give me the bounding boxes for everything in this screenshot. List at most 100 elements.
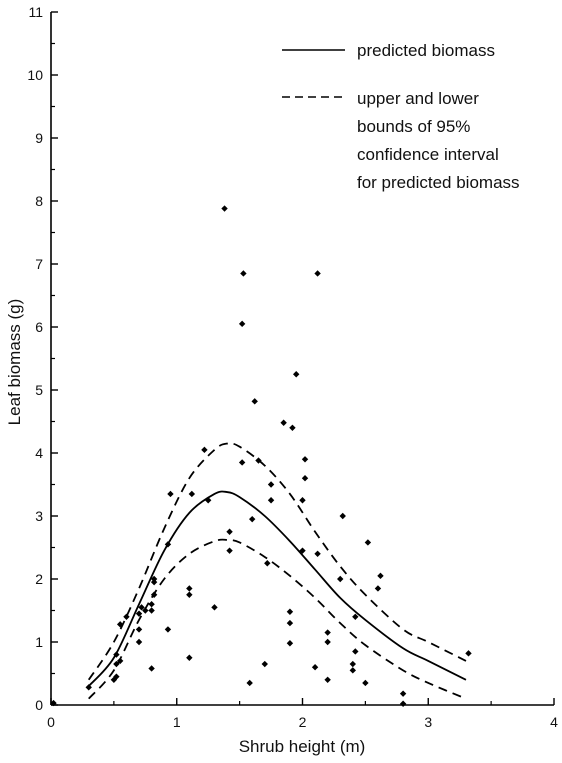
y-tick-label: 4: [35, 445, 43, 461]
data-point: [150, 591, 158, 598]
data-point: [186, 654, 193, 661]
data-point: [186, 591, 193, 598]
legend: predicted biomass upper and lower bounds…: [282, 41, 520, 192]
data-point: [362, 679, 369, 687]
data-point: [465, 650, 472, 657]
x-tick-label: 3: [424, 714, 432, 730]
data-point: [186, 585, 193, 592]
x-tick-label: 0: [47, 714, 55, 730]
data-point: [204, 497, 212, 504]
data-point: [148, 607, 155, 614]
data-points: [50, 205, 472, 707]
data-point: [251, 398, 258, 405]
data-point: [164, 541, 172, 548]
data-point: [167, 490, 174, 498]
x-axis-title: Shrub height (m): [239, 737, 366, 756]
data-point: [116, 621, 124, 628]
curves: [87, 442, 467, 700]
data-point: [116, 657, 124, 665]
data-point: [352, 648, 359, 655]
data-point: [113, 651, 120, 658]
data-point: [339, 512, 346, 520]
data-point: [123, 613, 130, 620]
data-point: [135, 638, 143, 646]
y-tick-label: 6: [35, 319, 43, 335]
data-point: [289, 424, 296, 431]
legend-label-bounds-line-4: for predicted biomass: [357, 173, 520, 192]
data-point: [110, 676, 118, 683]
data-point: [150, 575, 158, 583]
y-tick-label: 0: [35, 697, 43, 713]
y-tick-label: 2: [35, 571, 43, 587]
data-point: [299, 497, 306, 504]
x-axis-ticks: 0 1 2 3 4: [47, 698, 558, 730]
legend-label-bounds-line-3: confidence interval: [357, 145, 499, 164]
data-point: [261, 660, 268, 668]
x-tick-label: 4: [550, 714, 558, 730]
data-point: [148, 601, 155, 608]
data-point: [211, 604, 218, 611]
data-point: [164, 626, 172, 633]
data-point: [226, 528, 233, 535]
data-point: [267, 497, 275, 504]
data-point: [267, 481, 275, 488]
data-point: [349, 660, 356, 668]
y-tick-label: 9: [35, 130, 43, 146]
data-point: [299, 547, 306, 554]
legend-label-bounds-line-2: bounds of 95%: [357, 117, 470, 136]
data-point: [135, 626, 143, 633]
data-point: [50, 699, 57, 707]
data-point: [142, 607, 149, 614]
x-tick-label: 2: [299, 714, 307, 730]
x-tick-label: 1: [173, 714, 181, 730]
y-tick-label: 8: [35, 193, 43, 209]
data-point: [364, 539, 372, 546]
y-tick-label: 1: [35, 634, 43, 650]
data-point: [249, 515, 256, 523]
data-point: [246, 679, 253, 687]
data-point: [314, 270, 321, 277]
data-point: [286, 608, 294, 615]
data-point: [113, 673, 120, 680]
y-tick-label: 3: [35, 508, 43, 524]
data-point: [113, 660, 120, 668]
legend-label-bounds-line-1: upper and lower: [357, 89, 479, 108]
data-point: [255, 457, 262, 464]
data-point: [324, 629, 331, 636]
y-axis-ticks: 0 1 2 3 4 5 6 7 8 9 10 11: [27, 4, 58, 713]
data-point: [314, 550, 321, 557]
upper-bound-line: [87, 442, 467, 681]
data-point: [324, 638, 331, 646]
data-point: [135, 610, 143, 617]
data-point: [280, 419, 287, 426]
data-point: [293, 371, 300, 378]
data-point: [188, 490, 196, 498]
data-point: [377, 572, 384, 580]
y-tick-label: 5: [35, 382, 43, 398]
data-point: [201, 446, 208, 454]
y-tick-label: 10: [27, 67, 43, 83]
legend-label-predicted: predicted biomass: [357, 41, 495, 60]
data-point: [148, 665, 155, 672]
data-point: [238, 459, 246, 466]
data-point: [352, 613, 359, 620]
data-point: [311, 664, 319, 671]
data-point: [286, 640, 294, 647]
y-axis-title: Leaf biomass (g): [5, 299, 24, 426]
lower-bound-line: [88, 538, 467, 700]
data-point: [286, 619, 294, 627]
data-point: [85, 684, 92, 691]
data-point: [221, 205, 228, 212]
data-point: [301, 456, 309, 463]
data-point: [374, 585, 382, 592]
y-tick-label: 11: [28, 4, 43, 20]
data-point: [238, 320, 246, 328]
data-point: [337, 575, 344, 583]
data-point: [240, 270, 247, 277]
data-point: [226, 547, 233, 554]
data-point: [324, 676, 331, 683]
data-point: [399, 690, 407, 697]
data-point: [399, 700, 407, 707]
y-tick-label: 7: [35, 256, 43, 272]
